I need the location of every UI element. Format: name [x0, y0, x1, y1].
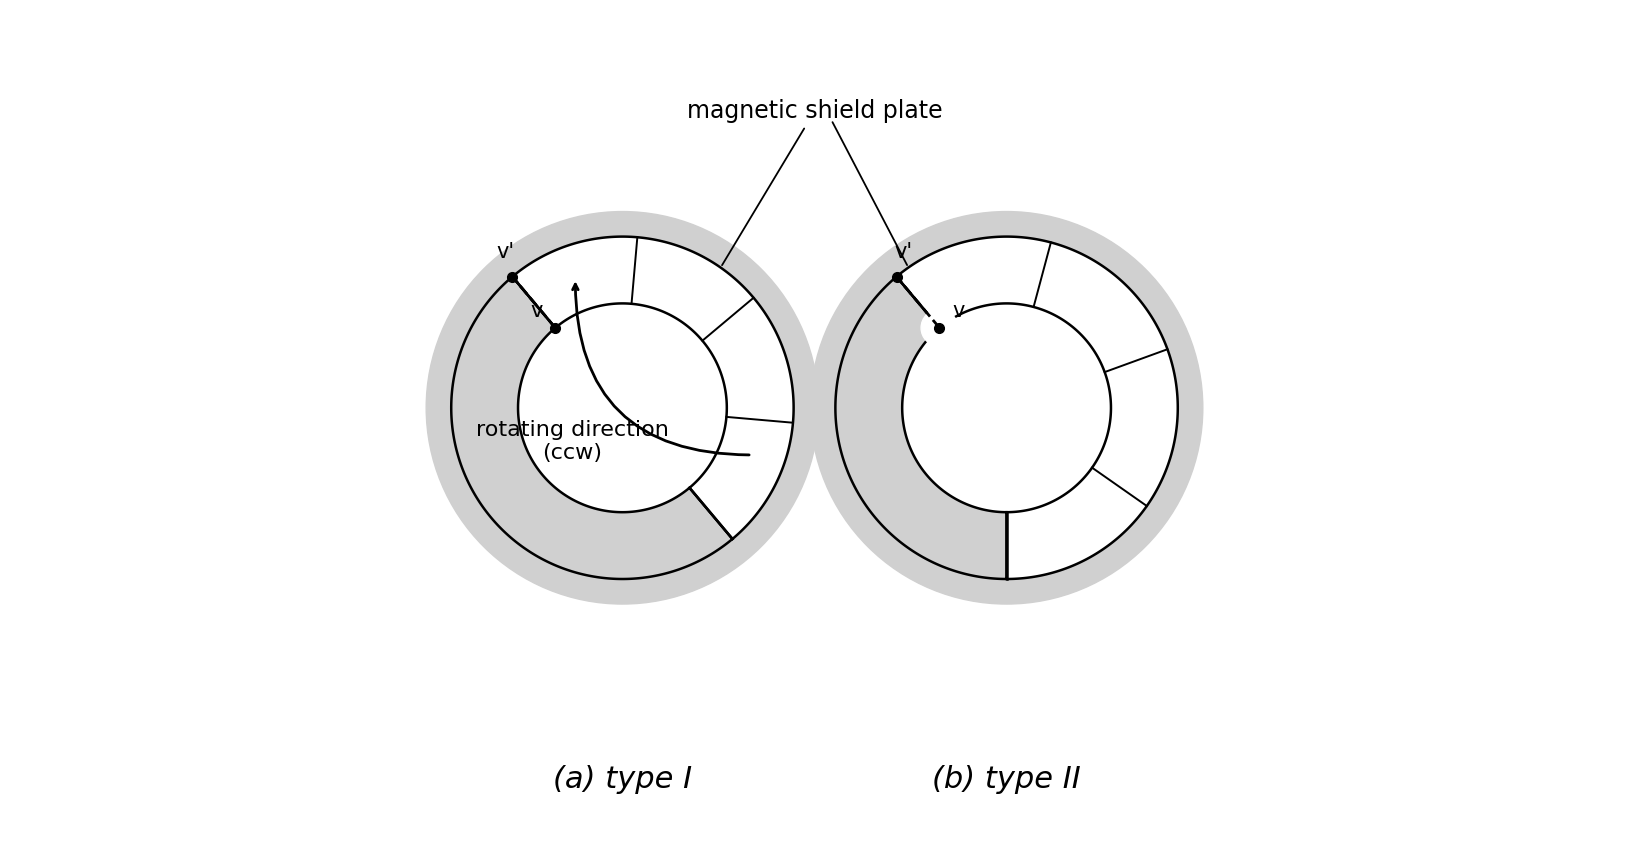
Text: (a) type I: (a) type I: [552, 765, 692, 794]
Circle shape: [920, 309, 958, 346]
Circle shape: [427, 211, 819, 604]
Circle shape: [518, 303, 727, 512]
Circle shape: [810, 211, 1202, 604]
Polygon shape: [896, 237, 1178, 579]
Text: (b) type II: (b) type II: [932, 765, 1082, 794]
Text: rotating direction
(ccw): rotating direction (ccw): [476, 419, 670, 463]
Text: magnetic shield plate: magnetic shield plate: [687, 99, 942, 265]
Text: v: v: [531, 301, 542, 321]
Text: v: v: [951, 301, 964, 321]
Polygon shape: [513, 237, 793, 539]
Polygon shape: [451, 277, 733, 579]
Circle shape: [902, 303, 1111, 512]
Polygon shape: [836, 277, 1007, 579]
Text: v': v': [894, 242, 912, 261]
Text: v': v': [497, 242, 515, 261]
